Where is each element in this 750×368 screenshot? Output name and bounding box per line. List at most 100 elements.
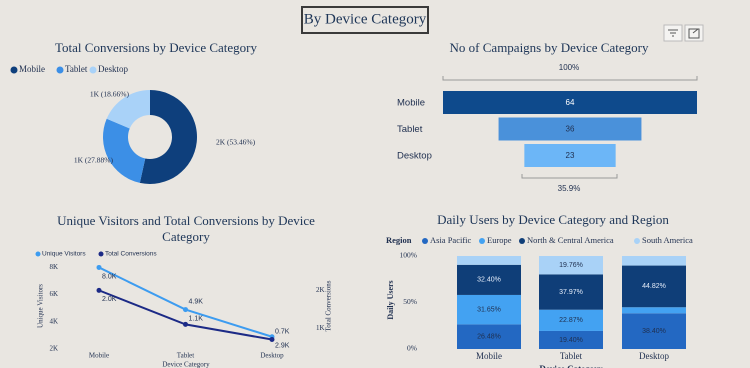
legend-label: Total Conversions <box>105 251 157 258</box>
expand-icon[interactable] <box>684 24 704 42</box>
category-label: Tablet <box>397 124 423 135</box>
data-label: 0.7K <box>275 328 290 335</box>
bar-segment <box>457 324 521 349</box>
category-label: Mobile <box>397 98 425 109</box>
bar-segment <box>539 330 603 349</box>
data-label: 2.0K <box>102 296 117 303</box>
legend-label: South America <box>642 235 693 245</box>
chart-title: Total Conversions by Device Category <box>55 40 257 55</box>
legend-dot <box>422 238 428 244</box>
data-label: 64 <box>566 98 575 107</box>
donut-slice <box>139 90 198 185</box>
y-tick-label: 6K <box>49 290 58 298</box>
y-tick-label: 2K <box>49 345 58 353</box>
data-label: 2K (53.46%) <box>216 138 256 147</box>
bar-segment <box>622 256 686 266</box>
legend-label: Asia Pacific <box>430 235 472 245</box>
legend-dot <box>98 251 104 257</box>
legend-dot <box>10 66 18 74</box>
funnel-bottom-label: 35.9% <box>558 184 581 193</box>
y-tick-label: 8K <box>49 263 58 271</box>
x-axis-label: Device Category <box>162 361 210 368</box>
icon-glyph <box>668 29 678 37</box>
legend-title: Region <box>386 235 412 245</box>
chart-title: Daily Users by Device Category and Regio… <box>437 212 669 227</box>
x-tick-label: Desktop <box>639 351 669 361</box>
data-label: 32.40% <box>477 277 501 284</box>
bar-segment <box>622 313 686 349</box>
legend-label: Tablet <box>65 64 88 74</box>
legend-dot <box>56 66 64 74</box>
funnel-bar <box>443 91 697 114</box>
donut-slice <box>106 90 150 129</box>
data-label: 8.0K <box>102 273 117 280</box>
legend-label: Europe <box>487 235 512 245</box>
x-axis-label: Device Category <box>539 364 603 368</box>
chart-title: Unique Visitors and Total Conversions by… <box>57 213 315 244</box>
bar-segment <box>622 307 686 314</box>
legend-dot <box>479 238 485 244</box>
icon-glyph <box>688 28 700 39</box>
series-line <box>98 289 273 341</box>
x-tick-label: Mobile <box>89 352 109 360</box>
x-tick-label: Mobile <box>476 351 502 361</box>
data-label: 36 <box>566 125 575 134</box>
y-tick-label: 100% <box>400 251 418 260</box>
data-label: 19.76% <box>559 262 583 269</box>
y-tick-label: 50% <box>403 297 417 306</box>
bar-segment <box>539 309 603 331</box>
x-tick-label: Tablet <box>560 351 583 361</box>
data-label: 1.1K <box>189 315 204 322</box>
data-label: 37.97% <box>559 289 583 296</box>
legend-dot <box>634 238 640 244</box>
bar-segment <box>457 294 521 325</box>
data-label: 38.40% <box>642 328 666 335</box>
funnel-bar <box>524 144 616 167</box>
data-label: 4.9K <box>189 298 204 305</box>
point <box>96 264 102 270</box>
bar-segment <box>539 274 603 310</box>
data-label: 44.82% <box>642 283 666 290</box>
data-label: 26.48% <box>477 334 501 341</box>
data-label: 31.65% <box>477 307 501 314</box>
y2-tick-label: 1K <box>316 324 325 332</box>
point <box>183 307 188 313</box>
bar-segment <box>457 264 521 295</box>
y2-axis-label: Total Conversions <box>325 280 333 331</box>
y-axis-label: Unique Visitors <box>37 284 45 328</box>
title-box <box>301 6 429 34</box>
legend-dot <box>519 238 525 244</box>
y-tick-label: 4K <box>49 317 58 325</box>
data-label: 2.9K <box>275 343 290 350</box>
donut-slice <box>102 118 146 183</box>
category-label: Desktop <box>397 151 432 162</box>
icon-box[interactable] <box>684 24 704 42</box>
point <box>269 337 275 343</box>
bar-segment <box>539 256 603 275</box>
chart-title: No of Campaigns by Device Category <box>450 40 649 55</box>
legend-label: Desktop <box>98 64 128 74</box>
page-title: By Device Category <box>304 11 427 27</box>
legend-dot <box>35 251 41 257</box>
y2-tick-label: 2K <box>316 286 325 294</box>
funnel-bar <box>498 117 642 141</box>
funnel-top-bracket <box>442 76 698 81</box>
data-label: 22.87% <box>559 317 583 324</box>
data-label: 1K (18.66%) <box>90 90 130 99</box>
legend-label: Unique Visitors <box>42 251 86 258</box>
x-tick-label: Tablet <box>177 352 194 360</box>
bar-segment <box>457 256 521 265</box>
legend-dot <box>89 66 97 74</box>
data-label: 1K (27.88%) <box>74 156 114 165</box>
funnel-top-label: 100% <box>559 63 579 72</box>
bar-segment <box>622 265 686 308</box>
filter-icon[interactable] <box>663 24 683 42</box>
point <box>183 321 188 327</box>
y-axis-label: Daily Users <box>386 280 395 319</box>
legend-label: Mobile <box>19 64 45 74</box>
y-tick-label: 0% <box>407 344 417 353</box>
data-label: 23 <box>566 151 575 160</box>
data-label: 19.40% <box>559 337 583 344</box>
